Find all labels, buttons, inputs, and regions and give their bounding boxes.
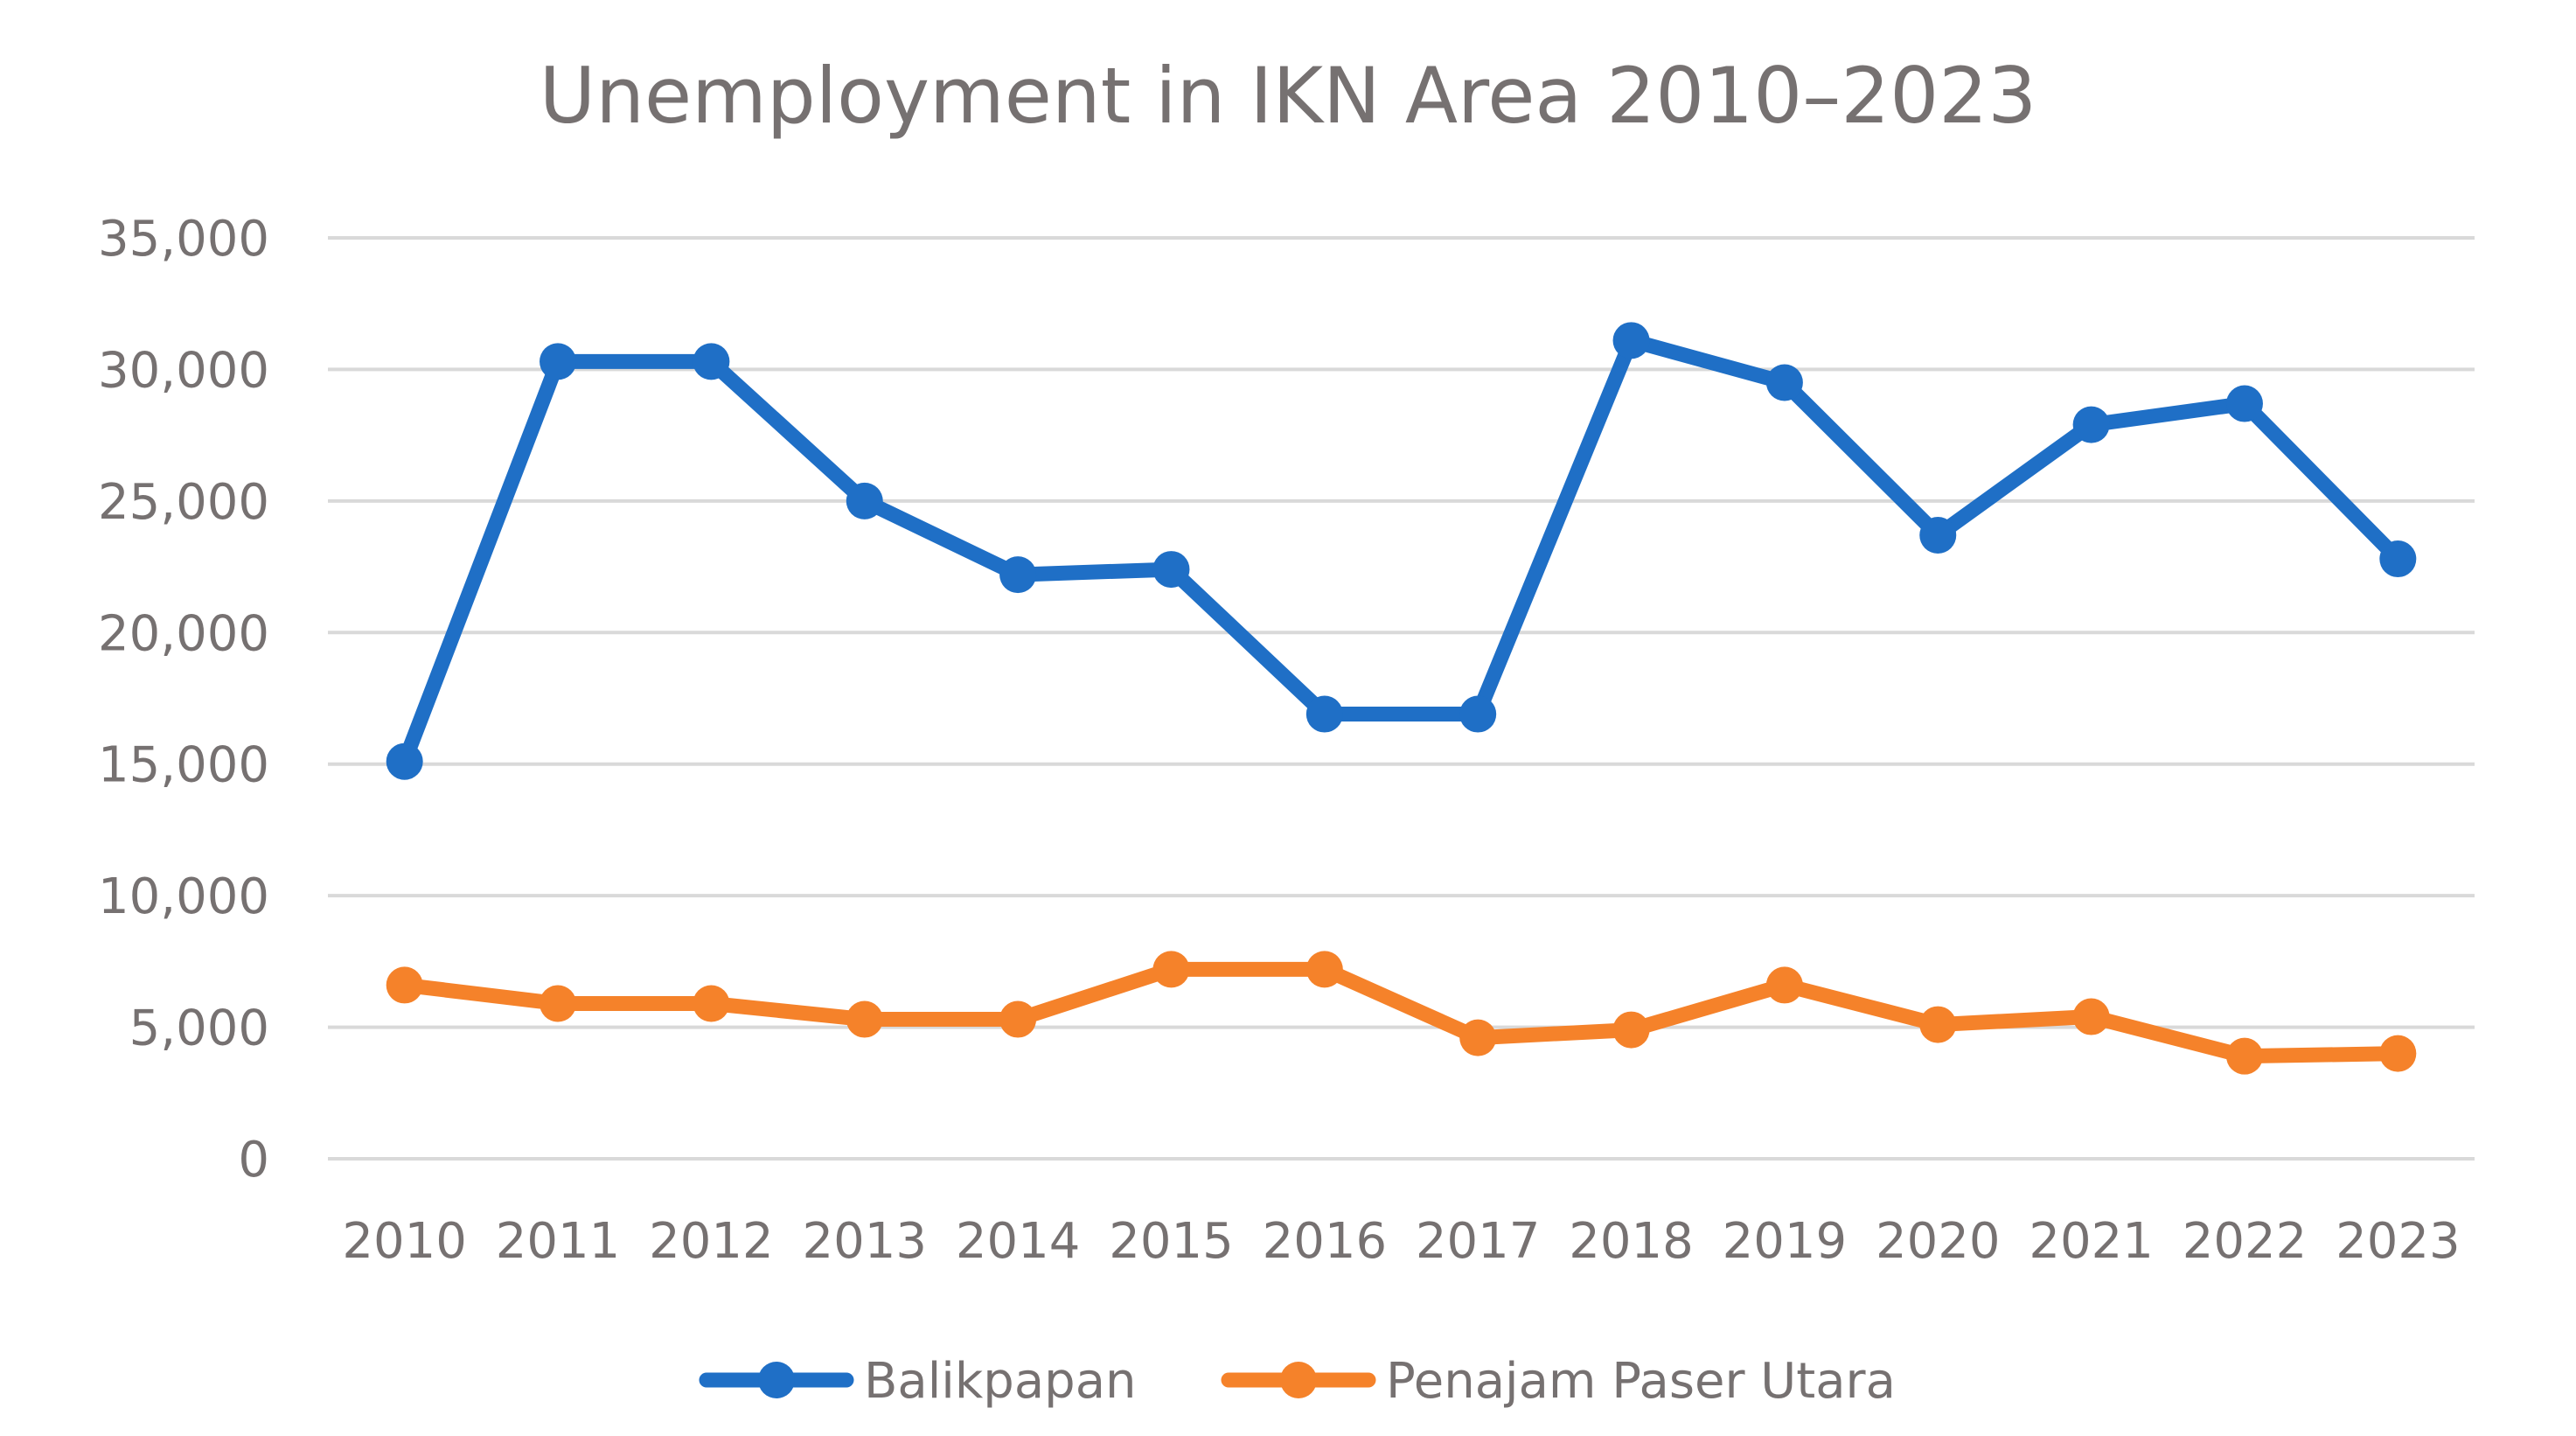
x-tick-label: 2015 bbox=[1109, 1213, 1234, 1270]
x-tick-label: 2014 bbox=[956, 1213, 1081, 1270]
data-point bbox=[846, 1000, 883, 1038]
legend-swatch-marker bbox=[758, 1362, 795, 1398]
x-tick-label: 2022 bbox=[2183, 1213, 2308, 1270]
data-point bbox=[2072, 406, 2110, 443]
legend-label: Penajam Paser Utara bbox=[1386, 1353, 1896, 1410]
series-line bbox=[397, 961, 2405, 1064]
legend: Balikpapan Penajam Paser Utara bbox=[699, 1353, 1896, 1410]
data-point bbox=[1152, 951, 1190, 988]
x-axis-tick-labels: 2010 2011 2012 2013 2014 2015 2016 2017 2018 2019… bbox=[342, 1213, 2460, 1270]
y-tick-label: 35,000 bbox=[98, 211, 269, 268]
legend-item: Penajam Paser Utara bbox=[1221, 1353, 1896, 1410]
data-point bbox=[1919, 1006, 1957, 1043]
x-tick-label: 2010 bbox=[342, 1213, 467, 1270]
legend-label: Balikpapan bbox=[864, 1353, 1137, 1410]
data-point bbox=[2379, 540, 2417, 578]
data-point bbox=[2225, 385, 2263, 422]
data-point bbox=[1612, 322, 1650, 359]
data-point bbox=[1152, 551, 1190, 589]
x-tick-label: 2021 bbox=[2029, 1213, 2154, 1270]
y-tick-label: 25,000 bbox=[98, 474, 269, 531]
data-point bbox=[693, 985, 730, 1022]
data-point bbox=[693, 343, 730, 380]
data-point bbox=[846, 482, 883, 519]
data-point bbox=[2379, 1035, 2417, 1072]
data-point bbox=[1459, 1019, 1497, 1056]
gridlines bbox=[328, 236, 2475, 1161]
y-tick-label: 15,000 bbox=[98, 737, 269, 794]
data-point bbox=[1765, 364, 1803, 401]
data-point bbox=[386, 966, 423, 1004]
x-tick-label: 2020 bbox=[1876, 1213, 2001, 1270]
x-tick-label: 2016 bbox=[1263, 1213, 1388, 1270]
x-tick-label: 2013 bbox=[802, 1213, 927, 1270]
x-tick-label: 2018 bbox=[1569, 1213, 1694, 1270]
chart-title: Unemployment in IKN Area 2010–2023 bbox=[540, 51, 2036, 141]
data-point bbox=[1305, 951, 1343, 988]
y-tick-label: 0 bbox=[238, 1132, 269, 1189]
data-point bbox=[1459, 695, 1497, 733]
data-point bbox=[2072, 998, 2110, 1035]
data-point bbox=[2225, 1037, 2263, 1075]
x-tick-label: 2012 bbox=[649, 1213, 774, 1270]
x-tick-label: 2011 bbox=[496, 1213, 621, 1270]
y-tick-label: 30,000 bbox=[98, 342, 269, 399]
data-point bbox=[1305, 695, 1343, 733]
x-tick-label: 2023 bbox=[2336, 1213, 2461, 1270]
data-point bbox=[1612, 1011, 1650, 1049]
data-point bbox=[386, 742, 423, 780]
series-group bbox=[386, 322, 2417, 1075]
series-balikpapan bbox=[386, 322, 2417, 780]
data-point bbox=[540, 343, 577, 380]
data-point bbox=[1919, 516, 1957, 554]
series-penajam-paser-utara bbox=[386, 951, 2417, 1075]
y-tick-label: 10,000 bbox=[98, 868, 269, 925]
x-tick-label: 2017 bbox=[1416, 1213, 1541, 1270]
y-tick-label: 20,000 bbox=[98, 605, 269, 662]
x-tick-label: 2019 bbox=[1723, 1213, 1848, 1270]
legend-item: Balikpapan bbox=[699, 1353, 1137, 1410]
y-tick-label: 5,000 bbox=[129, 1000, 269, 1057]
series-line bbox=[397, 332, 2405, 770]
data-point bbox=[999, 556, 1037, 594]
y-axis-tick-labels: 0 5,000 10,000 15,000 20,000 25,000 30,000 35,0… bbox=[98, 211, 269, 1189]
legend-swatch-marker bbox=[1280, 1362, 1317, 1398]
data-point bbox=[1765, 966, 1803, 1004]
data-point bbox=[999, 1000, 1037, 1038]
data-point bbox=[540, 985, 577, 1022]
